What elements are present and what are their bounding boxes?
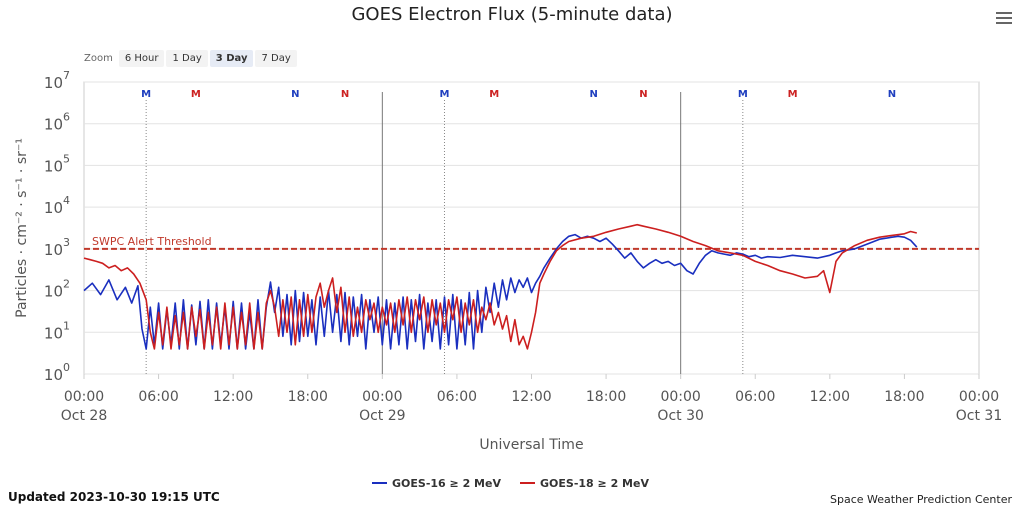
x-tick-label-1: 06:00 — [138, 389, 178, 405]
marker-n-3: N — [341, 89, 349, 100]
x-tick-label-2: 12:00 — [213, 389, 253, 405]
updated-timestamp: Updated 2023-10-30 19:15 UTC — [8, 490, 220, 504]
x-tick-label-10: 12:00 — [810, 389, 850, 405]
zoom-controls: Zoom 6 Hour 1 Day 3 Day 7 Day — [84, 50, 299, 67]
marker-m-5: M — [489, 89, 499, 100]
x-date-label-12: Oct 31 — [956, 408, 1002, 424]
x-date-label-4: Oct 29 — [359, 408, 405, 424]
x-tick-label-9: 06:00 — [735, 389, 775, 405]
y-tick-label-6: 106 — [44, 111, 70, 134]
y-tick-label-4: 104 — [44, 194, 70, 217]
marker-m-8: M — [738, 89, 748, 100]
zoom-button-6-hour[interactable]: 6 Hour — [118, 50, 165, 67]
series-line-goes-18 — [83, 223, 917, 350]
legend-label-1: GOES-18 ≥ 2 MeV — [540, 477, 649, 490]
plot-area — [83, 81, 980, 375]
legend-label-0: GOES-16 ≥ 2 MeV — [392, 477, 501, 490]
x-tick-label-4: 00:00 — [362, 389, 402, 405]
x-tick-label-6: 12:00 — [511, 389, 551, 405]
x-tick-label-11: 18:00 — [884, 389, 924, 405]
marker-n-10: N — [888, 89, 896, 100]
x-tick-label-0: 00:00 — [64, 389, 104, 405]
y-tick-label-0: 100 — [44, 361, 70, 384]
y-tick-label-7: 107 — [44, 69, 70, 92]
alert-threshold-label: SWPC Alert Threshold — [92, 235, 212, 248]
zoom-label: Zoom — [84, 53, 113, 64]
x-tick-label-7: 18:00 — [586, 389, 626, 405]
x-tick-label-5: 06:00 — [437, 389, 477, 405]
marker-m-4: M — [440, 89, 450, 100]
marker-n-2: N — [291, 89, 299, 100]
zoom-button-3-day[interactable]: 3 Day — [209, 50, 254, 67]
y-tick-label-3: 103 — [44, 236, 70, 259]
marker-m-0: M — [141, 89, 151, 100]
y-tick-label-2: 102 — [44, 278, 70, 301]
y-tick-label-1: 101 — [44, 319, 70, 342]
zoom-button-7-day[interactable]: 7 Day — [255, 50, 297, 67]
x-tick-label-12: 00:00 — [959, 389, 999, 405]
marker-m-1: M — [191, 89, 201, 100]
chart-title: GOES Electron Flux (5-minute data) — [351, 4, 673, 25]
hamburger-menu-icon[interactable] — [994, 9, 1014, 25]
y-axis-title: Particles · cm⁻² · s⁻¹ · sr⁻¹ — [14, 138, 30, 318]
x-tick-label-3: 18:00 — [288, 389, 328, 405]
marker-n-7: N — [639, 89, 647, 100]
x-tick-label-8: 00:00 — [660, 389, 700, 405]
x-axis-title: Universal Time — [479, 437, 583, 453]
marker-m-9: M — [788, 89, 798, 100]
credit-text: Space Weather Prediction Center — [830, 493, 1012, 506]
x-date-label-8: Oct 30 — [657, 408, 703, 424]
series-line-goes-16 — [83, 233, 918, 350]
y-tick-label-5: 105 — [44, 152, 70, 175]
x-date-label-0: Oct 28 — [61, 408, 107, 424]
marker-n-6: N — [589, 89, 597, 100]
zoom-button-1-day[interactable]: 1 Day — [166, 50, 208, 67]
